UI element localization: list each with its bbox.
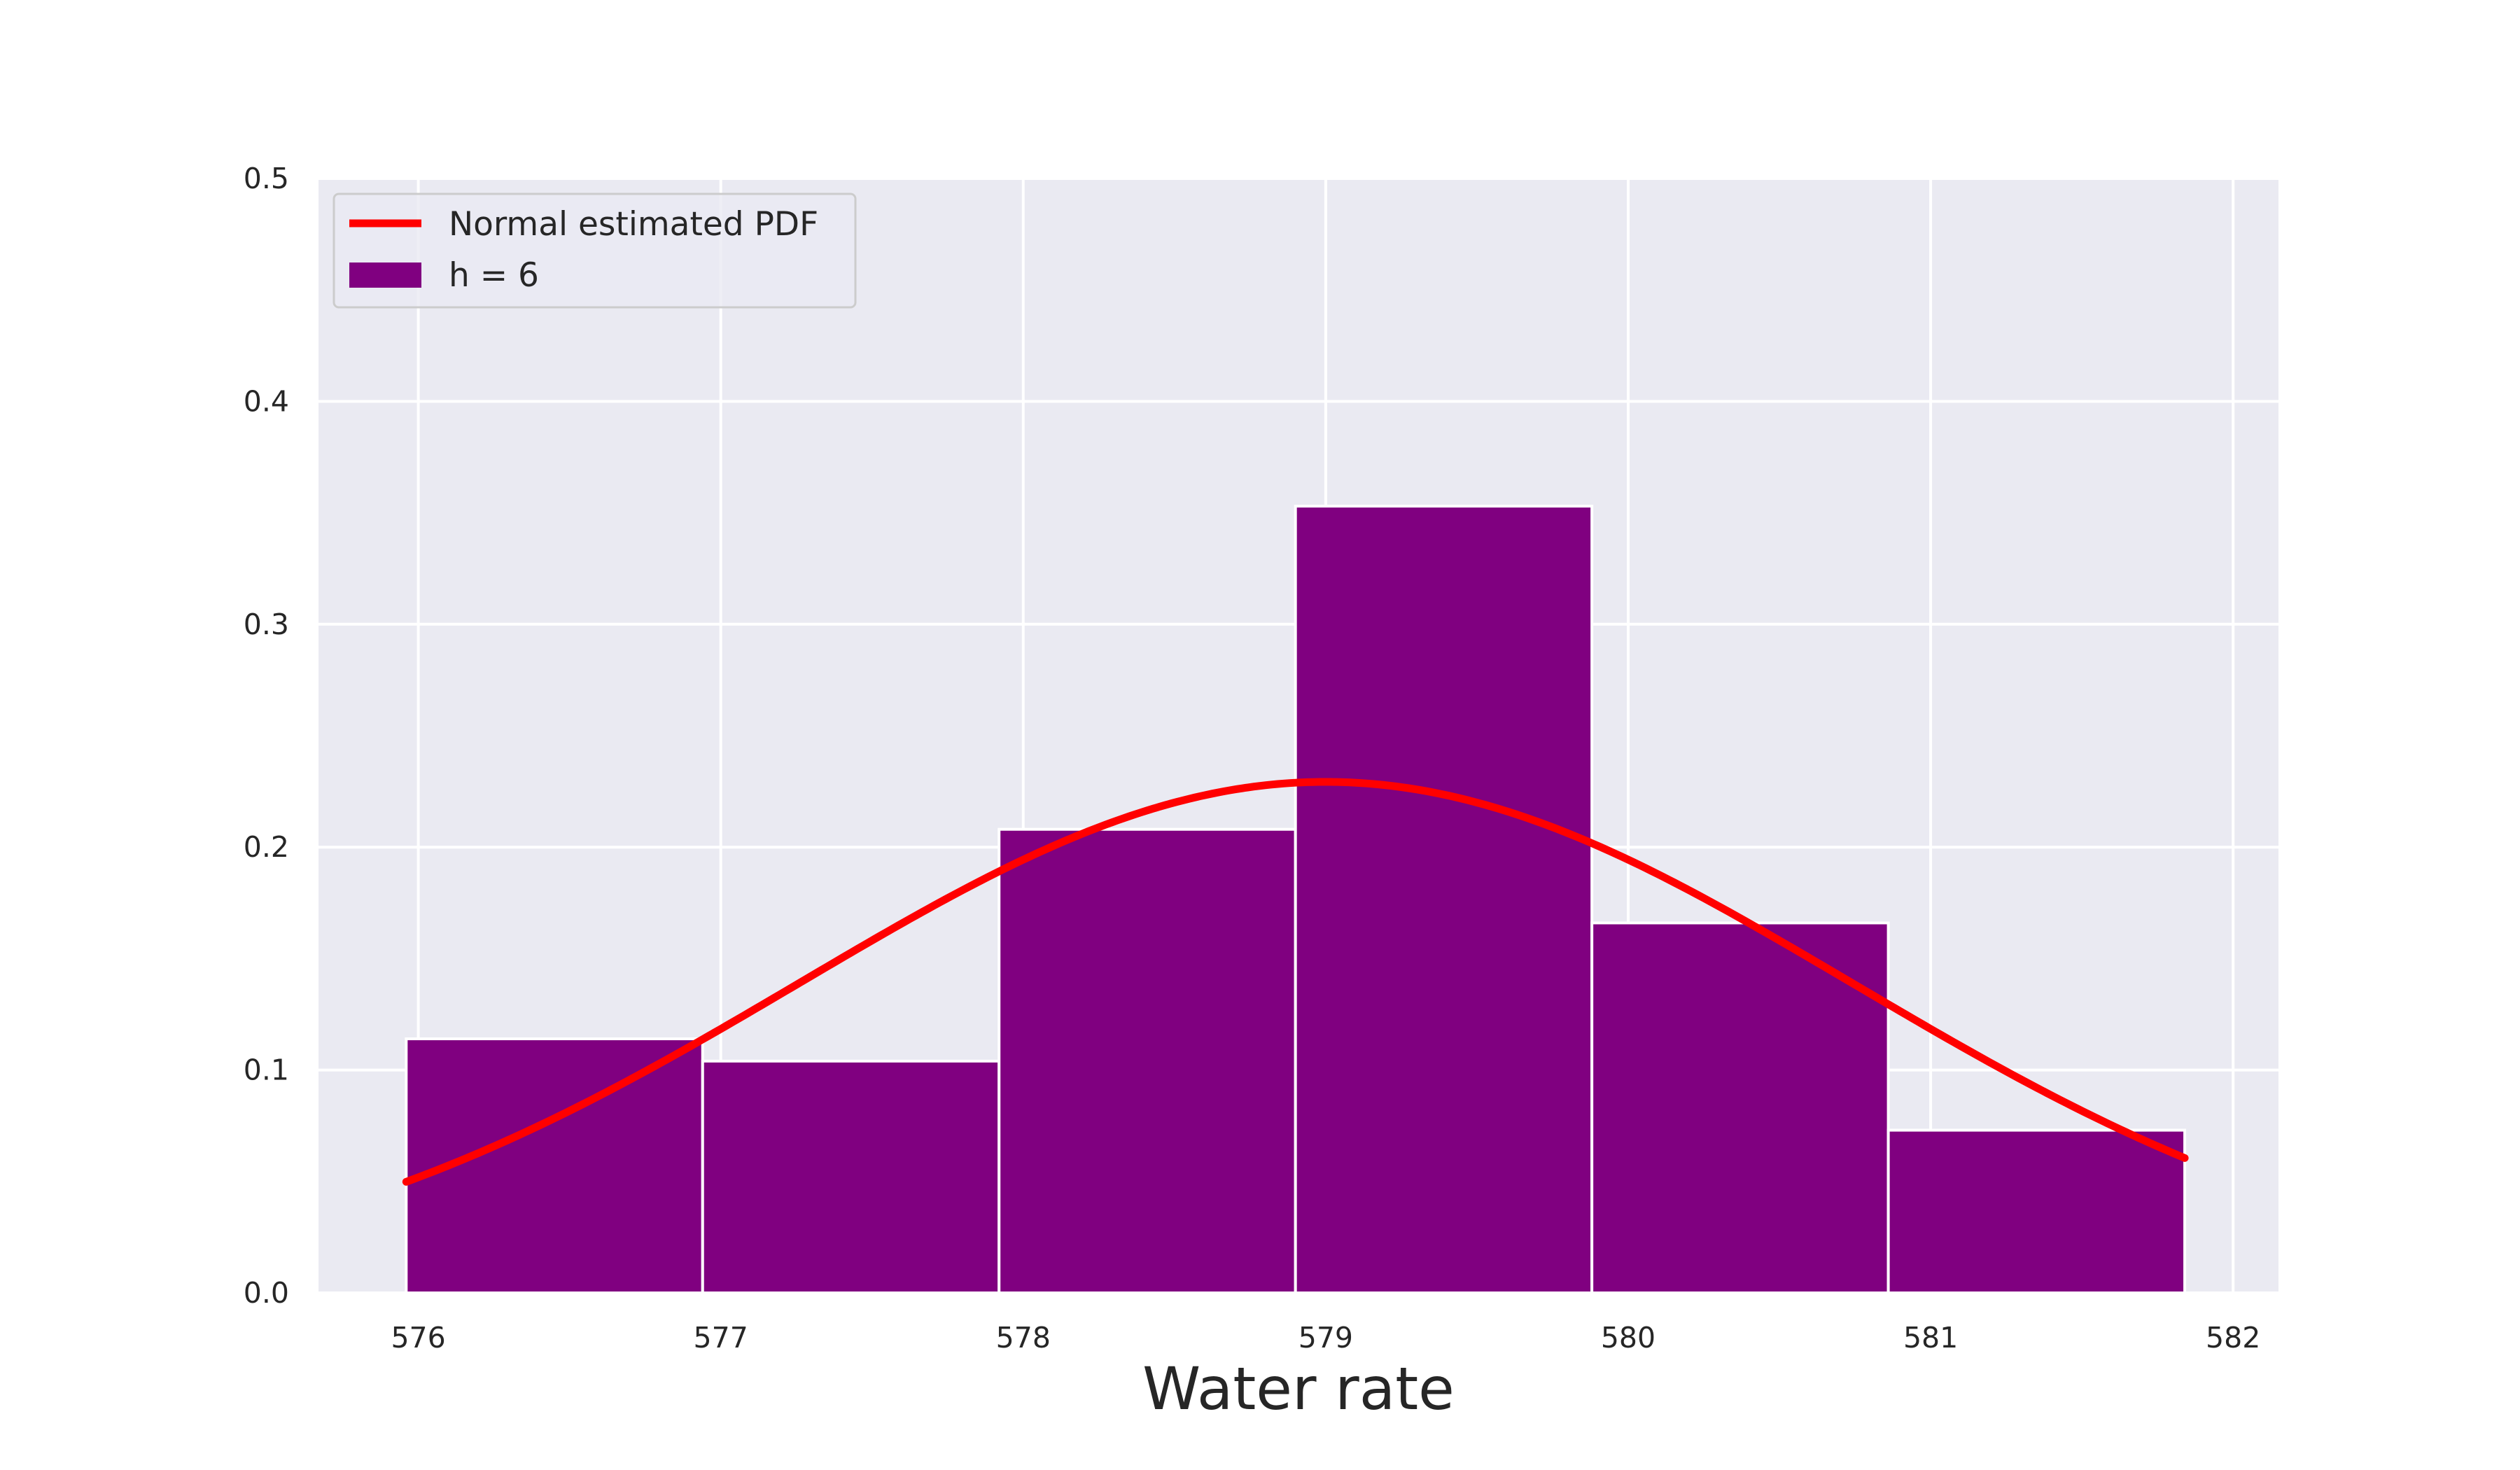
x-tick-label-1: 577: [694, 1321, 748, 1354]
histogram-bar-3: [1294, 505, 1594, 1294]
x-tick-label-0: 576: [391, 1321, 445, 1354]
y-tick-label-0: 0.0: [244, 1276, 289, 1310]
histogram-bar-1: [701, 1059, 1001, 1294]
y-tick-label-3: 0.3: [244, 608, 289, 641]
pdf-curve: [402, 778, 2189, 1186]
histogram-bar-5: [1886, 1128, 2187, 1294]
histogram-bar-2: [997, 827, 1297, 1294]
y-tick-label-1: 0.1: [244, 1054, 289, 1087]
x-tick-label-6: 582: [2206, 1321, 2260, 1354]
x-tick-label-5: 581: [1903, 1321, 1958, 1354]
x-tick-label-4: 580: [1601, 1321, 1656, 1354]
legend-label-hist: h = 6: [449, 256, 539, 295]
legend-bar-swatch: [349, 262, 421, 288]
x-tick-label-3: 579: [1298, 1321, 1353, 1354]
legend-box: [332, 192, 857, 309]
x-axis-title: Water rate: [1142, 1354, 1455, 1423]
histogram-bar-4: [1590, 921, 1890, 1295]
y-tick-labels: 0.0 0.1 0.2 0.3 0.4 0.5: [244, 162, 289, 1310]
y-tick-label-2: 0.2: [244, 830, 289, 864]
legend-label-pdf: Normal estimated PDF: [449, 205, 818, 244]
x-tick-label-2: 578: [996, 1321, 1051, 1354]
y-tick-label-5: 0.5: [244, 162, 289, 195]
x-tick-labels: 576 577 578 579 580 581 582: [391, 1321, 2260, 1354]
histogram-bars: [405, 505, 2187, 1295]
y-tick-label-4: 0.4: [244, 384, 289, 418]
legend: Normal estimated PDF h = 6: [332, 192, 857, 309]
